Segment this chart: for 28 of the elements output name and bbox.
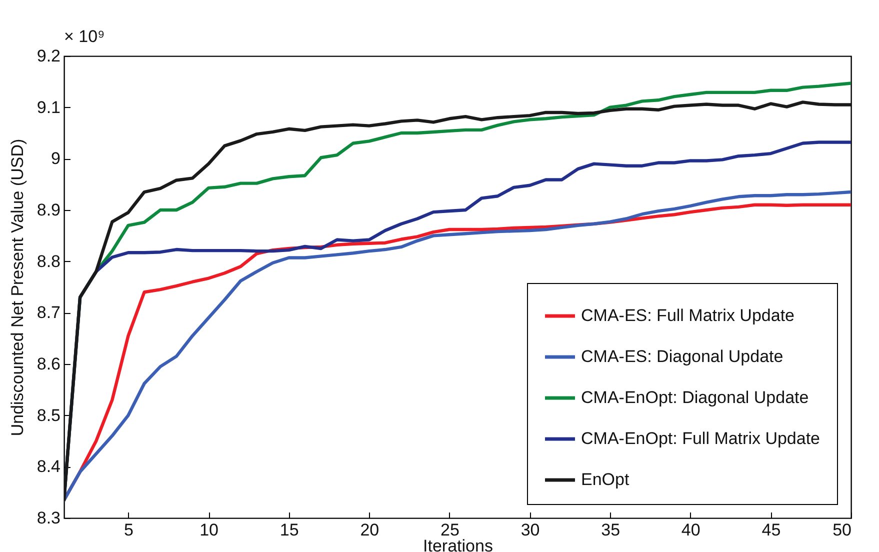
- y-tick-label: 8.5: [36, 406, 60, 425]
- y-tick-label: 8.9: [36, 200, 60, 220]
- x-tick-label: 45: [762, 520, 781, 540]
- x-tick-label: 20: [360, 520, 380, 540]
- x-tick-label: 5: [124, 520, 134, 540]
- x-tick-label: 40: [681, 520, 700, 540]
- x-axis-title: Iterations: [423, 536, 493, 552]
- legend-label: EnOpt: [581, 470, 630, 489]
- text: × 10⁹: [64, 27, 105, 46]
- x-tick-label: 15: [280, 520, 299, 540]
- x-tick-label: 30: [520, 520, 540, 540]
- x-tick-label: 50: [832, 520, 852, 540]
- y-tick-label: 9: [51, 149, 60, 168]
- x-tick-label: 35: [601, 520, 620, 540]
- legend-label: CMA-EnOpt: Full Matrix Update: [581, 429, 820, 448]
- legend-label: CMA-ES: Full Matrix Update: [581, 306, 794, 325]
- y-tick-label: 9.1: [36, 98, 60, 117]
- x-tick-label: 25: [440, 520, 460, 540]
- legend-label: CMA-ES: Diagonal Update: [581, 347, 784, 366]
- y-axis-title: Undiscounted Net Present Value (USD): [8, 138, 27, 436]
- legend-label: CMA-EnOpt: Diagonal Update: [581, 388, 809, 407]
- y-tick-label: 8.7: [36, 303, 60, 322]
- x-tick-label: 10: [200, 520, 219, 540]
- y-tick-label: 8.4: [36, 457, 60, 476]
- y-tick-label: 8.3: [36, 508, 60, 528]
- y-tick-label: 8.8: [36, 252, 60, 271]
- y-tick-label: 9.2: [36, 46, 60, 66]
- y-tick-label: 8.6: [36, 354, 60, 374]
